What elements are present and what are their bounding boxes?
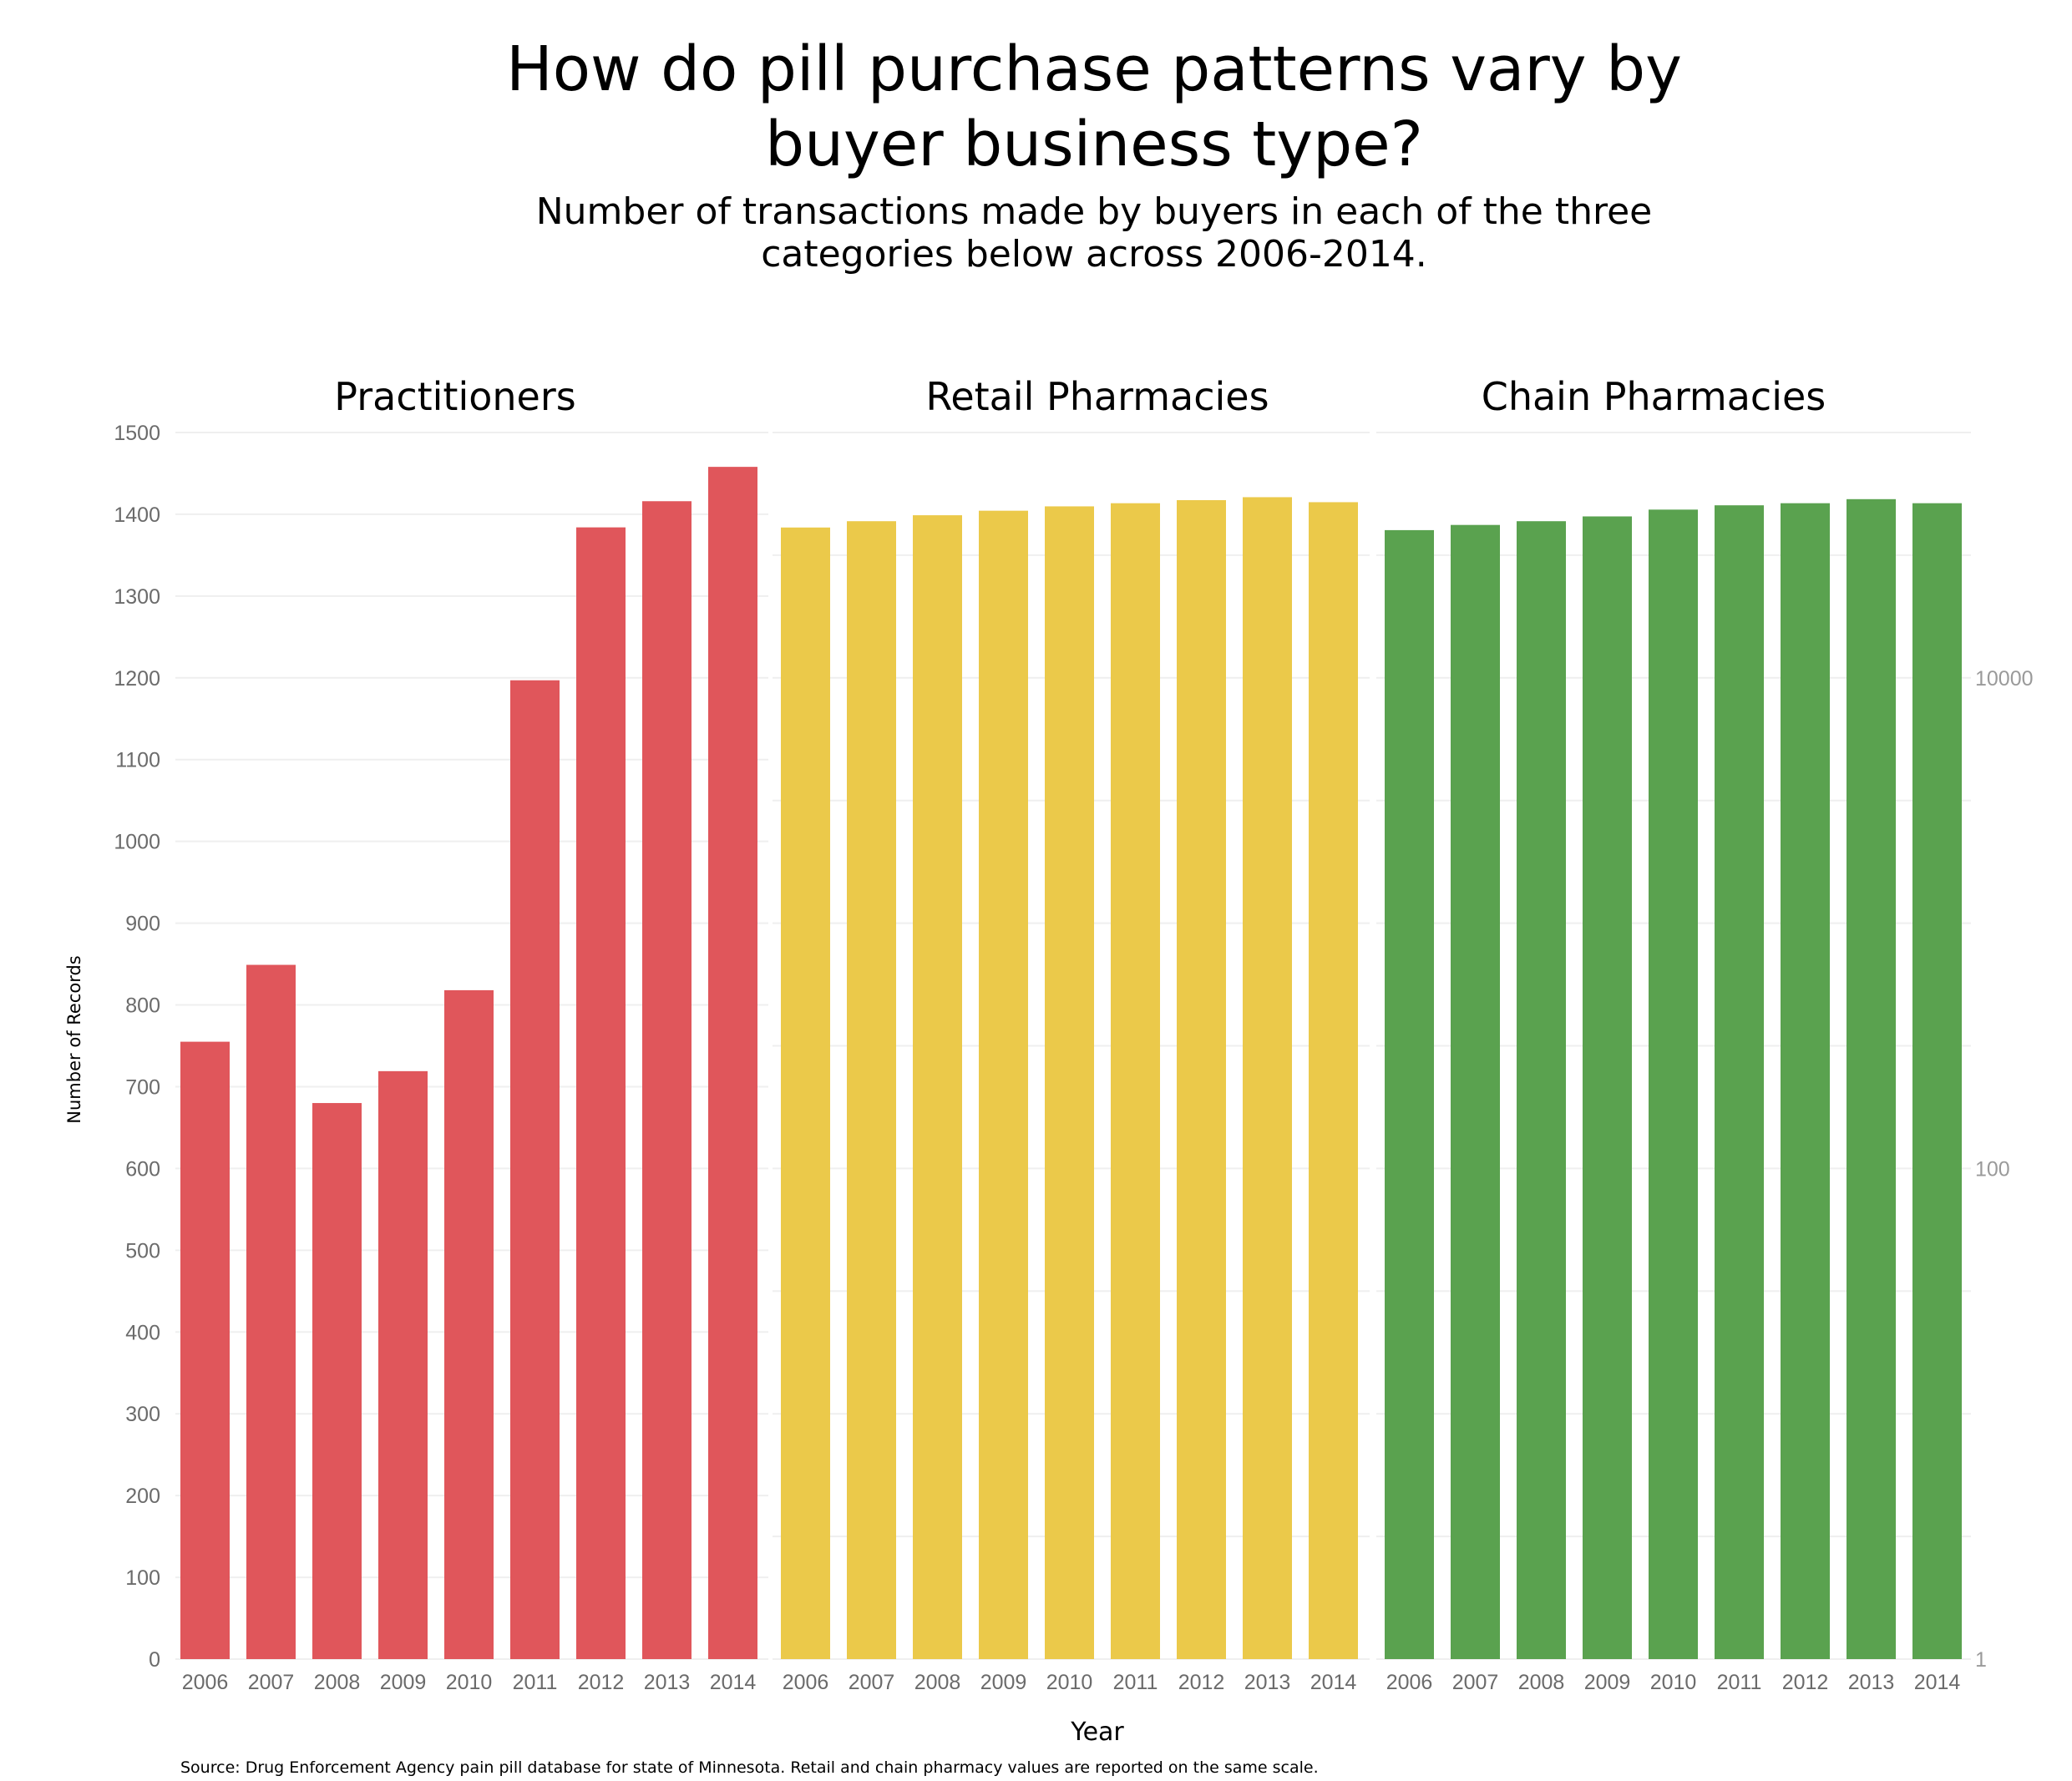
- x-tick-label: 2012: [1178, 1671, 1225, 1694]
- x-tick-label: 2010: [446, 1671, 493, 1694]
- bar-2011: [1111, 503, 1160, 1659]
- x-axis-title: Year: [1070, 1718, 1124, 1747]
- bar-2014: [1309, 502, 1358, 1659]
- bar-2006: [781, 527, 830, 1659]
- bar-2013: [1243, 497, 1292, 1659]
- y-tick-label: 200: [125, 1485, 160, 1508]
- bar-2007: [847, 521, 896, 1659]
- chart-subtitle: Number of transactions made by buyers in…: [0, 190, 2072, 276]
- chart-panels: Practitioners 2006 2007 2008 2009 2010 2011 201…: [114, 374, 2033, 1694]
- bar-2014: [708, 467, 757, 1659]
- y-tick-label: 0: [149, 1648, 160, 1672]
- x-tick-label: 2008: [914, 1671, 961, 1694]
- x-tick-label: 2013: [644, 1671, 691, 1694]
- bar-2011: [510, 680, 560, 1659]
- bar-2008: [913, 515, 962, 1659]
- panel-title: Chain Pharmacies: [1482, 374, 1826, 419]
- x-tick-label: 2014: [1310, 1671, 1357, 1694]
- bar-2012: [1177, 500, 1226, 1659]
- x-tick-label: 2010: [1650, 1671, 1697, 1694]
- panel-title: Practitioners: [334, 374, 575, 419]
- bar-2013: [1847, 498, 1896, 1660]
- x-tick-label: 2009: [380, 1671, 427, 1694]
- x-tick-label: 2014: [710, 1671, 757, 1694]
- bar-2010: [1045, 506, 1094, 1659]
- chart-title: How do pill purchase patterns vary by bu…: [0, 32, 2072, 182]
- x-tick-label: 2013: [1848, 1671, 1895, 1694]
- bar-2009: [979, 510, 1028, 1659]
- bar-2010: [444, 989, 494, 1659]
- bar-2010: [1649, 509, 1698, 1659]
- x-tick-label: 2009: [980, 1671, 1027, 1694]
- x-tick-label: 2014: [1914, 1671, 1961, 1694]
- chart-title-line2: buyer business type?: [765, 109, 1423, 180]
- y-tick-label: 800: [125, 994, 160, 1018]
- y-tick-label: 300: [125, 1403, 160, 1426]
- bar-2006: [1385, 529, 1434, 1659]
- y-tick-label: 1: [1975, 1648, 1987, 1672]
- y-tick-label: 1300: [114, 585, 160, 609]
- x-tick-label: 2006: [783, 1671, 829, 1694]
- x-tick-label: 2009: [1584, 1671, 1631, 1694]
- panel-chain-pharmacies: Chain Pharmacies 2006 2007 2008 2009 2010 2011…: [1376, 374, 2034, 1694]
- panel-retail-pharmacies: Retail Pharmacies 2006 2007 2008 2009 2010 201…: [773, 374, 1370, 1694]
- source-note: Source: Drug Enforcement Agency pain pil…: [180, 1758, 1319, 1777]
- bar-2012: [576, 527, 626, 1659]
- y-tick-label: 100: [1975, 1157, 2010, 1181]
- bar-2007: [246, 964, 296, 1659]
- bar-2009: [378, 1070, 428, 1659]
- panel-title: Retail Pharmacies: [925, 374, 1269, 419]
- x-tick-label: 2007: [1452, 1671, 1499, 1694]
- bar-2008: [312, 1103, 362, 1659]
- x-tick-label: 2011: [513, 1671, 558, 1694]
- x-tick-label: 2010: [1046, 1671, 1093, 1694]
- x-tick-label: 2008: [314, 1671, 361, 1694]
- y-tick-label: 900: [125, 913, 160, 936]
- y-axis-title: Number of Records: [64, 955, 84, 1123]
- bar-2013: [642, 501, 692, 1660]
- bar-2009: [1583, 516, 1632, 1659]
- bar-2012: [1781, 503, 1830, 1659]
- chart-subtitle-line2: categories below across 2006-2014.: [761, 233, 1427, 276]
- x-tick-label: 2008: [1518, 1671, 1565, 1694]
- x-tick-label: 2007: [849, 1671, 895, 1694]
- bar-2006: [180, 1041, 230, 1659]
- y-tick-label: 100: [125, 1566, 160, 1590]
- x-tick-label: 2012: [578, 1671, 625, 1694]
- y-tick-label: 10000: [1975, 667, 2034, 691]
- bar-2014: [1912, 503, 1962, 1659]
- x-tick-label: 2007: [248, 1671, 295, 1694]
- bar-2007: [1451, 524, 1500, 1659]
- x-tick-label: 2012: [1782, 1671, 1829, 1694]
- x-tick-label: 2006: [182, 1671, 229, 1694]
- y-tick-label: 700: [125, 1075, 160, 1099]
- x-tick-label: 2011: [1717, 1671, 1762, 1694]
- y-tick-label: 500: [125, 1239, 160, 1262]
- y-tick-label: 1100: [115, 749, 160, 772]
- chart-subtitle-line1: Number of transactions made by buyers in…: [535, 190, 1653, 233]
- chart-title-line1: How do pill purchase patterns vary by: [506, 33, 1682, 105]
- y-tick-label: 1400: [114, 503, 160, 527]
- x-tick-label: 2013: [1244, 1671, 1291, 1694]
- x-tick-label: 2006: [1386, 1671, 1433, 1694]
- y-tick-label: 1000: [114, 831, 160, 854]
- y-tick-label: 1500: [114, 422, 160, 445]
- y-tick-label: 1200: [114, 667, 160, 691]
- x-tick-label: 2011: [1113, 1671, 1158, 1694]
- y-tick-label: 600: [125, 1157, 160, 1181]
- bar-2011: [1715, 505, 1764, 1659]
- y-tick-label: 400: [125, 1321, 160, 1344]
- bar-2008: [1517, 521, 1566, 1659]
- panel-practitioners: Practitioners 2006 2007 2008 2009 2010 2011 201…: [114, 374, 768, 1694]
